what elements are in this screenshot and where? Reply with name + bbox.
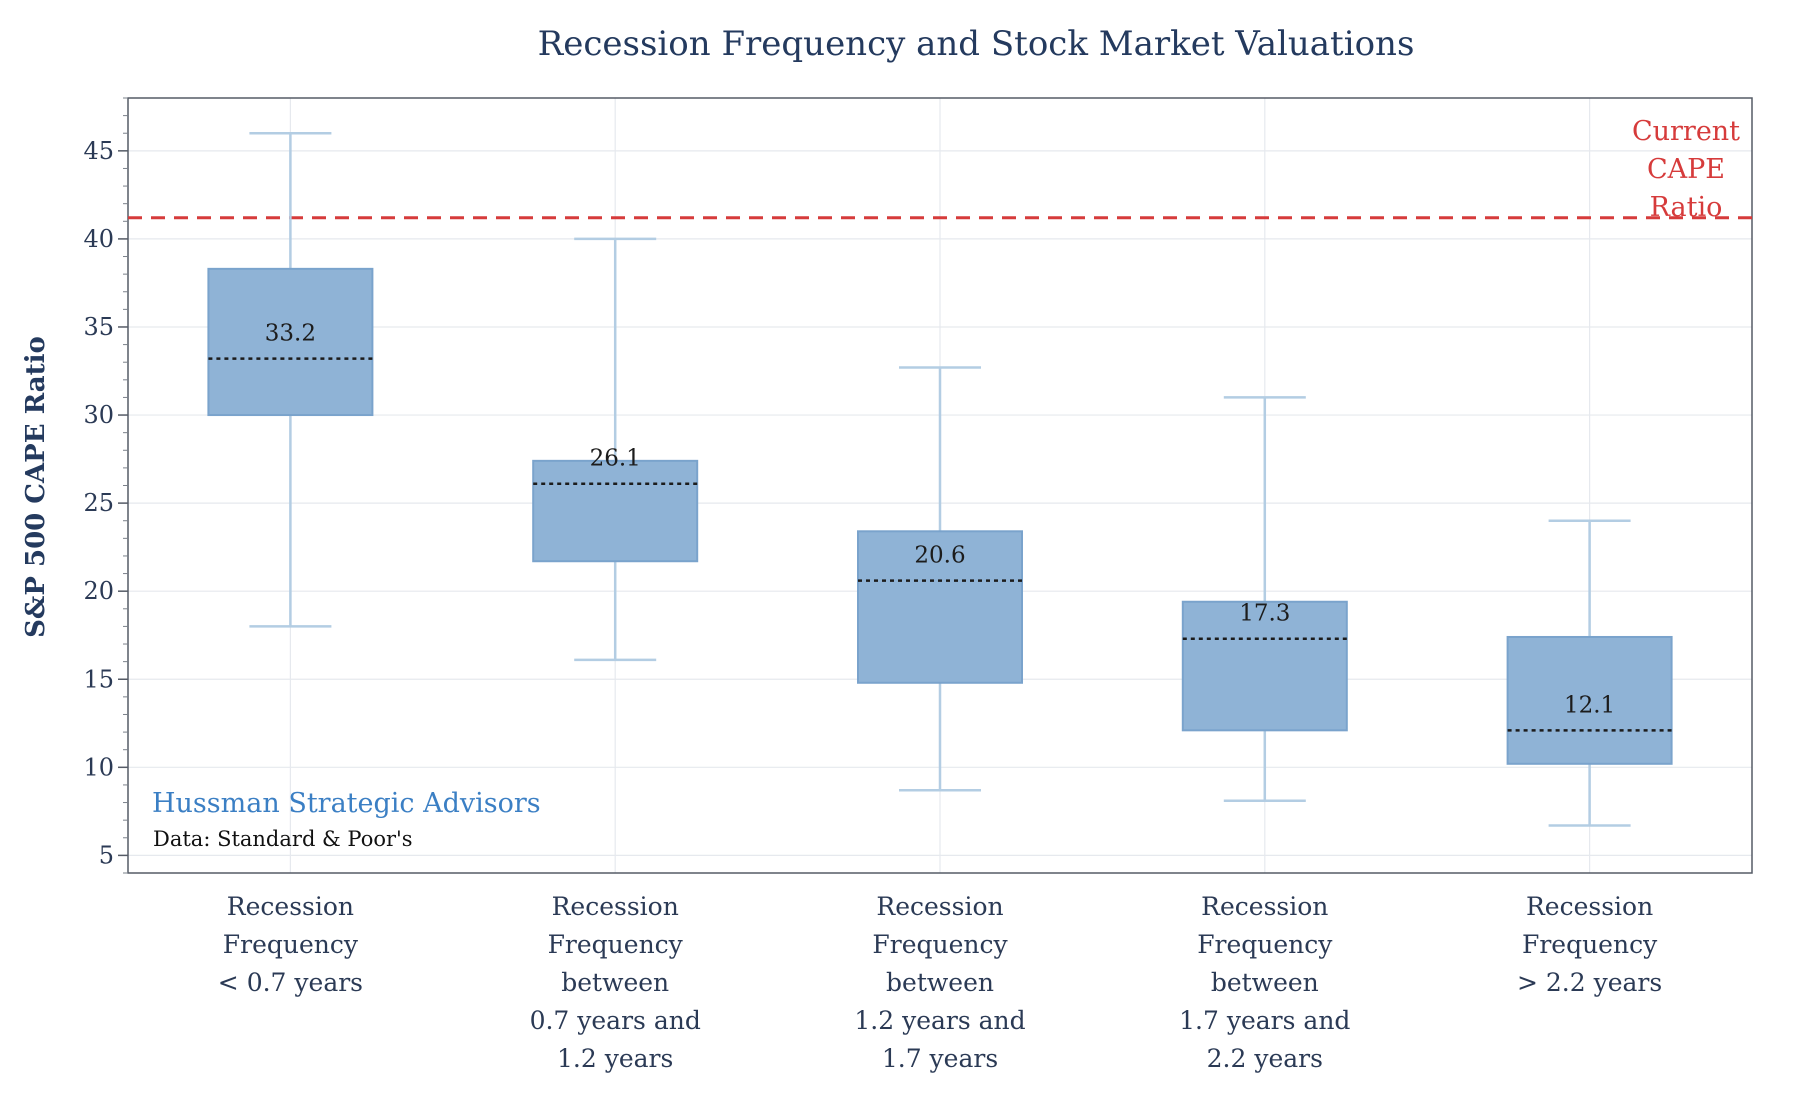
source-brand: Hussman Strategic Advisors	[152, 788, 541, 819]
x-category-label-line: Frequency	[872, 930, 1008, 959]
x-category-label-line: 0.7 years and	[530, 1006, 701, 1035]
x-category-label: Recession Frequency > 2.2 years	[1517, 892, 1662, 997]
x-category-label-line: 1.7 years	[882, 1044, 998, 1073]
y-tick-label: 30	[83, 401, 114, 429]
x-category-label-line: between	[1211, 968, 1319, 997]
box-iqr	[207, 267, 374, 417]
y-tick-label: 35	[83, 313, 114, 341]
x-category-label-line: between	[561, 968, 669, 997]
x-category-label: Recession Frequency between 0.7 years and 1.…	[530, 892, 701, 1073]
x-category-label-line: Frequency	[223, 930, 359, 959]
y-tick-label: 40	[83, 225, 114, 253]
median-label: 17.3	[1239, 601, 1290, 627]
x-category-label: Recession Frequency between 1.7 years and 2.…	[1179, 892, 1350, 1073]
x-category-label-line: Recession	[1526, 892, 1653, 921]
x-category-label-line: between	[886, 968, 994, 997]
median-label: 20.6	[914, 543, 965, 569]
source-credit: Data: Standard & Poor's	[153, 827, 413, 851]
x-category-label: Recession Frequency between 1.2 years and 1.…	[854, 892, 1025, 1073]
x-category-label-line: Frequency	[1197, 930, 1333, 959]
x-category-label-line: Frequency	[1522, 930, 1658, 959]
current-cape-label-line: Current	[1632, 116, 1740, 147]
x-category-label-line: Recession	[227, 892, 354, 921]
x-category-label-line: 1.2 years	[557, 1044, 673, 1073]
y-tick-label: 15	[83, 665, 114, 693]
box-iqr	[1506, 635, 1673, 765]
y-axis: 5 10 15 20 25 30 35 40 45	[83, 97, 128, 874]
y-axis-title: S&P 500 CAPE Ratio	[21, 336, 51, 638]
median-label: 33.2	[265, 321, 316, 347]
reference-line-group: Current CAPE Ratio	[128, 116, 1752, 223]
median-label: 26.1	[590, 446, 641, 472]
median-label: 12.1	[1564, 692, 1615, 718]
chart-title: Recession Frequency and Stock Market Val…	[538, 24, 1415, 64]
y-tick-label: 45	[83, 137, 114, 165]
x-category-label-line: Recession	[876, 892, 1003, 921]
current-cape-label-line: CAPE	[1647, 154, 1725, 185]
box-iqr	[857, 530, 1023, 684]
box-iqr	[1181, 600, 1348, 732]
box-iqr	[532, 459, 699, 563]
x-category-label-line: Frequency	[548, 930, 684, 959]
box-group: 33.2	[207, 131, 374, 628]
current-cape-label: Current CAPE Ratio	[1632, 116, 1740, 223]
current-cape-label-line: Ratio	[1650, 192, 1723, 223]
y-tick-label: 20	[83, 577, 114, 605]
box-group: 12.1	[1506, 519, 1673, 827]
box-group: 17.3	[1181, 396, 1348, 803]
x-category-label: Recession Frequency < 0.7 years	[218, 892, 363, 997]
boxes: 33.2 26.1 20.6 17.3 12.1	[207, 131, 1673, 827]
x-category-label-line: Recession	[552, 892, 679, 921]
x-category-label-line: < 0.7 years	[218, 968, 363, 997]
x-category-label-line: 1.7 years and	[1179, 1006, 1350, 1035]
x-category-label-line: Recession	[1201, 892, 1328, 921]
x-category-label-line: 1.2 years and	[854, 1006, 1025, 1035]
y-tick-label: 25	[83, 489, 114, 517]
x-axis-categories: Recession Frequency < 0.7 years Recession Fr…	[218, 892, 1662, 1073]
y-tick-label: 5	[99, 841, 114, 869]
box-group: 20.6	[857, 366, 1023, 792]
y-tick-label: 10	[83, 753, 114, 781]
x-category-label-line: 2.2 years	[1207, 1044, 1323, 1073]
box-group: 26.1	[532, 237, 699, 662]
x-category-label-line: > 2.2 years	[1517, 968, 1662, 997]
